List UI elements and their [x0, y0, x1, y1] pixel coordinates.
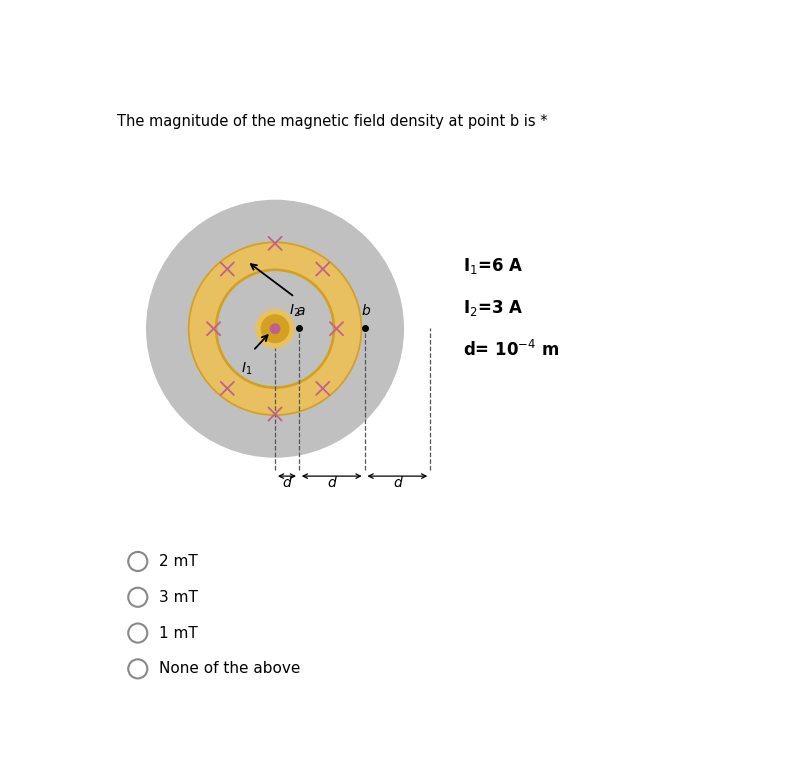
Text: I$_2$=3 A: I$_2$=3 A — [463, 298, 523, 318]
Text: $I_2$: $I_2$ — [289, 303, 300, 319]
Text: None of the above: None of the above — [159, 661, 300, 677]
Text: 3 mT: 3 mT — [159, 590, 198, 604]
Circle shape — [218, 272, 332, 385]
Text: The magnitude of the magnetic field density at point b is *: The magnitude of the magnetic field dens… — [117, 114, 548, 129]
Circle shape — [270, 324, 280, 333]
Text: $I_1$: $I_1$ — [241, 360, 253, 377]
Circle shape — [189, 242, 361, 415]
Text: d= 10$^{-4}$ m: d= 10$^{-4}$ m — [463, 339, 560, 360]
Circle shape — [218, 272, 332, 385]
Circle shape — [190, 244, 360, 414]
Text: d: d — [327, 476, 336, 490]
Text: a: a — [297, 304, 305, 318]
Text: I$_1$=6 A: I$_1$=6 A — [463, 256, 523, 276]
Text: 1 mT: 1 mT — [159, 625, 198, 641]
Circle shape — [261, 315, 289, 343]
Text: b: b — [362, 304, 371, 318]
Text: d: d — [283, 476, 291, 490]
Text: 2 mT: 2 mT — [159, 554, 198, 569]
Circle shape — [216, 269, 334, 388]
Circle shape — [256, 310, 294, 348]
Circle shape — [146, 201, 403, 457]
Text: d: d — [393, 476, 401, 490]
